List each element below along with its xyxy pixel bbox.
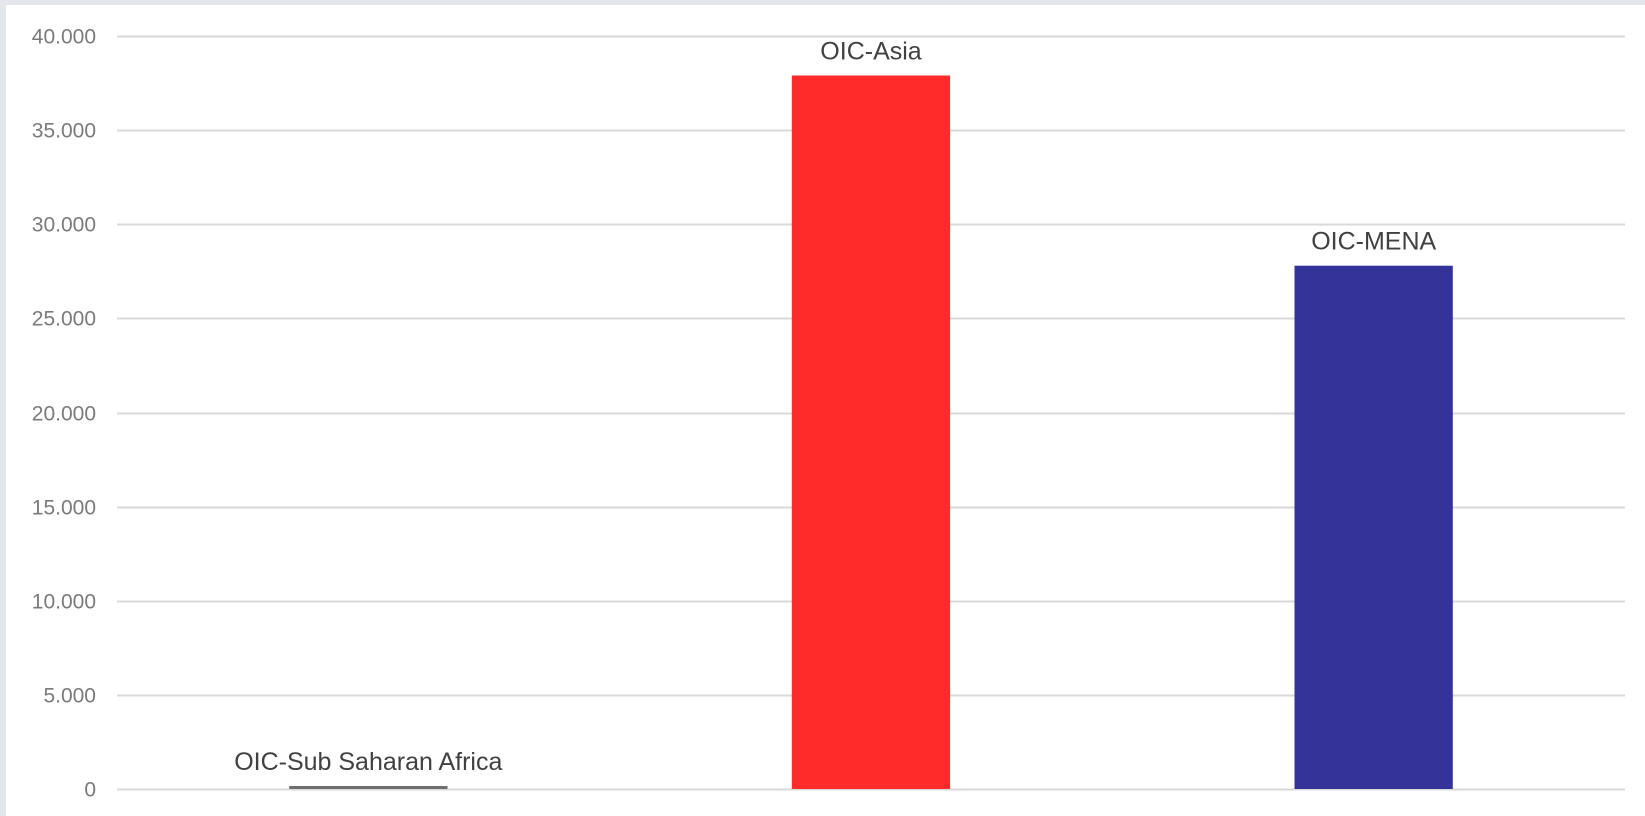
frame-top-border <box>0 0 1645 5</box>
bars <box>289 75 1453 789</box>
bar <box>289 786 448 789</box>
y-axis-ticks: 0 5.000 10.000 15.000 20.000 25.000 30.000 35.0… <box>32 26 96 802</box>
y-tick-label: 30.000 <box>32 214 96 237</box>
frame-left-border <box>0 0 6 816</box>
y-tick-label: 35.000 <box>32 120 96 143</box>
y-tick-label: 20.000 <box>32 403 96 426</box>
y-tick-label: 15.000 <box>32 497 96 520</box>
y-tick-label: 10.000 <box>32 591 96 614</box>
y-tick-label: 5.000 <box>43 685 96 708</box>
bar <box>791 75 951 789</box>
bar-label: OIC-Sub Saharan Africa <box>234 748 502 776</box>
bar-label: OIC-Asia <box>820 38 922 66</box>
y-tick-label: 25.000 <box>32 308 96 331</box>
bar <box>1294 265 1453 789</box>
bar-labels: OIC-Sub Saharan Africa OIC-Asia OIC-MENA <box>234 38 1436 777</box>
y-tick-label: 0 <box>84 779 96 802</box>
y-tick-label: 40.000 <box>32 26 96 49</box>
bar-label: OIC-MENA <box>1311 228 1436 256</box>
